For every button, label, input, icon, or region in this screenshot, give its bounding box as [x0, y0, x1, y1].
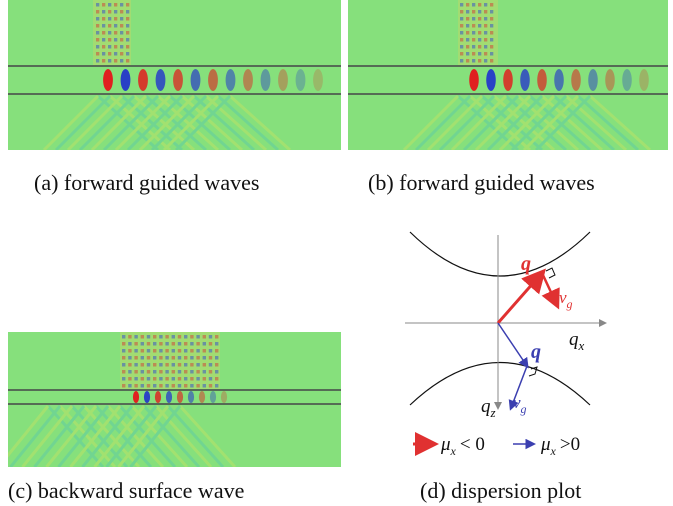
vg-label-red: vg: [559, 288, 573, 311]
vg-vector-blue: [508, 365, 528, 411]
guided-wave-lobes: [469, 69, 649, 91]
incident-beam-ripples: [458, 0, 498, 66]
panel-b-field-map: [348, 0, 668, 150]
caption-a: (a) forward guided waves: [34, 170, 260, 195]
q-vector-blue: [497, 322, 529, 369]
guided-wave-lobes: [103, 69, 323, 91]
leaky-wave-fringes: [402, 94, 652, 150]
qz-label: qz: [481, 396, 496, 420]
legend-red-text: μx < 0: [440, 434, 485, 458]
leaky-wave-fringes: [8, 404, 237, 467]
vg-vector-red: [540, 272, 560, 310]
incident-beam-ripples: [120, 332, 220, 390]
leaky-wave-fringes: [42, 94, 292, 150]
caption-d: (d) dispersion plot: [420, 478, 582, 503]
panel-a-field-map: [8, 0, 341, 150]
caption-b: (b) forward guided waves: [368, 170, 595, 195]
vg-label-blue: vg: [513, 393, 527, 416]
surface-wave-lobes: [132, 391, 228, 403]
panel-c-field-map: [8, 332, 341, 467]
q-vector-red: [496, 268, 546, 324]
caption-c: (c) backward surface wave: [8, 478, 245, 503]
q-label-red: q: [521, 253, 531, 275]
lower-contour: [409, 361, 591, 406]
q-label-blue: q: [531, 341, 541, 363]
legend-blue-text: μx >0: [540, 434, 580, 458]
dispersion-plot: q vg qx q vg qz μx < 0 μx >0: [405, 230, 635, 470]
incident-beam-ripples: [93, 0, 131, 66]
qx-label: qx: [569, 329, 585, 353]
upper-contour: [409, 231, 591, 277]
